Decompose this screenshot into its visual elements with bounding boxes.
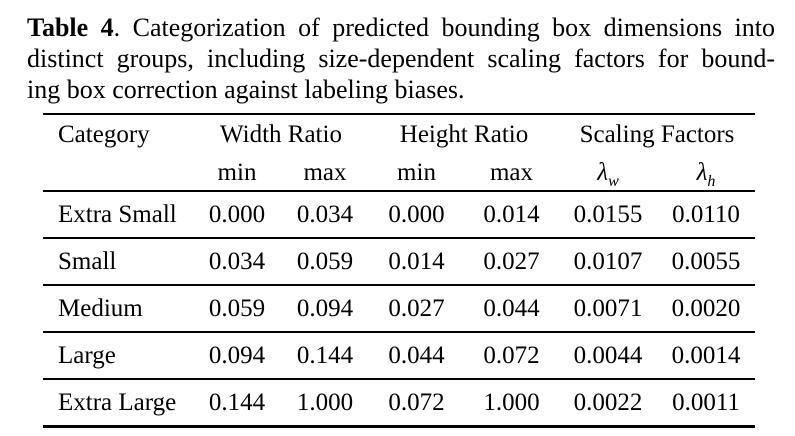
cell-height-min: 0.027 [369,285,464,333]
bounding-box-category-table: Category Width Ratio Height Ratio Scalin… [43,113,755,428]
cell-width-min: 0.059 [193,285,281,333]
lambda-w-subscript: w [608,172,619,190]
cell-height-max: 0.027 [464,238,559,286]
cell-lambda-h: 0.0055 [657,238,755,286]
cell-category: Extra Large [58,388,177,416]
sub-header-row: min max min max λw λh [43,155,755,192]
cell-width-max: 0.144 [281,332,369,380]
column-header-width-min: min [193,155,281,192]
caption-line-1-text: . Categorization of predicted bounding b… [113,13,775,42]
cell-category: Medium [43,285,193,333]
cell-width-min: 0.094 [193,332,281,380]
cell-height-max: 0.014 [464,191,559,239]
cell-height-min: 0.014 [369,238,464,286]
cell-width-max: 0.094 [281,285,369,333]
cell-lambda-h: 0.0110 [657,191,755,239]
group-header-row: Category Width Ratio Height Ratio Scalin… [43,114,755,155]
table-row-large: Large 0.094 0.144 0.044 0.072 0.0044 0.0… [43,332,755,380]
caption-table-number: Table 4 [27,13,114,42]
lambda-symbol: λ [696,158,708,186]
caption-line-2: distinct groups, including size-dependen… [27,44,775,73]
sub-header-blank [43,155,193,192]
column-header-lambda-w: λw [559,155,657,192]
cell-lambda-w: 0.0155 [559,191,657,239]
table-row-extra-small: Extra Small 0.000 0.034 0.000 0.014 0.01… [43,191,755,239]
cell-height-max: 1.000 [483,388,540,416]
lambda-h-subscript: h [707,172,716,190]
cell-height-min: 0.000 [369,191,464,239]
cell-category: Small [43,238,193,286]
cell-lambda-h: 0.0014 [657,332,755,380]
cell-category: Extra Small [43,191,193,239]
cell-height-min: 0.072 [388,388,445,416]
column-header-height-max: max [464,155,559,192]
cell-lambda-w: 0.0044 [559,332,657,380]
lambda-symbol: λ [597,158,609,186]
cell-width-min: 0.034 [193,238,281,286]
cell-lambda-h: 0.0020 [657,285,755,333]
caption-line-1: Table 4. Categorization of predicted bou… [27,12,775,43]
table-row-small: Small 0.034 0.059 0.014 0.027 0.0107 0.0… [43,238,755,286]
column-header-height-min: min [369,155,464,192]
column-header-lambda-h: λh [657,155,755,192]
cell-lambda-w: 0.0107 [559,238,657,286]
cell-width-max: 0.034 [281,191,369,239]
cell-width-max: 1.000 [296,388,354,416]
cell-lambda-h: 0.0011 [672,388,740,416]
column-group-width-ratio: Width Ratio [220,121,342,148]
table-caption: Table 4. Categorization of predicted bou… [27,12,775,105]
column-group-scaling-factors: Scaling Factors [579,121,735,148]
column-group-height-ratio: Height Ratio [399,121,529,148]
cell-height-min: 0.044 [369,332,464,380]
table-row-extra-large: Extra Large 0.144 1.000 0.072 1.000 0.00… [43,379,755,427]
cell-width-min: 0.000 [193,191,281,239]
cell-lambda-w: 0.0071 [559,285,657,333]
cell-width-min: 0.144 [208,388,266,416]
column-header-category: Category [58,121,150,148]
column-header-width-max: max [281,155,369,192]
cell-width-max: 0.059 [281,238,369,286]
cell-category: Large [43,332,193,380]
table-row-medium: Medium 0.059 0.094 0.027 0.044 0.0071 0.… [43,285,755,333]
cell-height-max: 0.072 [464,332,559,380]
cell-height-max: 0.044 [464,285,559,333]
caption-line-3: ing box correction against labeling bias… [27,75,465,104]
cell-lambda-w: 0.0022 [573,388,643,416]
